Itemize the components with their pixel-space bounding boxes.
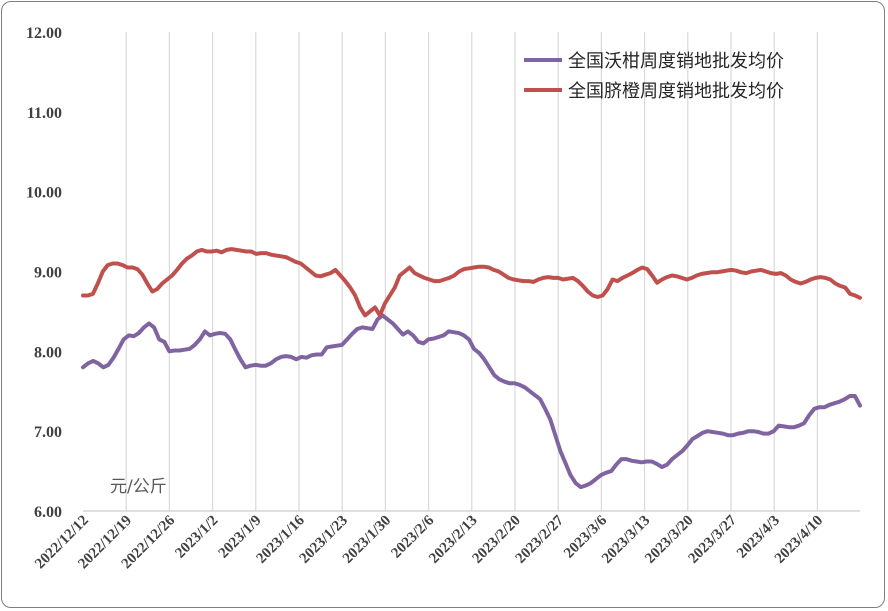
series-line-2	[81, 247, 862, 318]
y-tick-label: 9.00	[34, 265, 62, 282]
series-line-1	[81, 313, 862, 490]
y-axis: 6.00 7.00 8.00 9.00 10.00 11.00 12.00	[26, 25, 62, 521]
series-lines	[81, 247, 862, 490]
x-tick-label: 2023/1/2	[172, 513, 221, 562]
y-tick-label: 8.00	[34, 344, 62, 361]
x-tick-label: 2023/4/10	[772, 513, 826, 567]
y-tick-label: 11.00	[27, 105, 62, 122]
x-tick-label: 2023/2/27	[513, 512, 568, 567]
vertical-gridlines	[125, 32, 819, 511]
y-tick-label: 7.00	[34, 424, 62, 441]
legend-label-2: 全国脐橙周度销地批发均价	[568, 81, 784, 102]
x-tick-label: 2023/1/30	[340, 513, 394, 567]
x-tick-label: 2023/3/27	[685, 512, 740, 567]
y-tick-label: 12.00	[26, 25, 62, 42]
legend-label-1: 全国沃柑周度销地批发均价	[568, 51, 784, 72]
x-axis: 2022/12/122022/12/192022/12/262023/1/220…	[32, 510, 860, 572]
y-tick-label: 6.00	[34, 504, 62, 521]
y-tick-label: 10.00	[26, 185, 62, 202]
unit-label: 元/公斤	[110, 477, 167, 497]
